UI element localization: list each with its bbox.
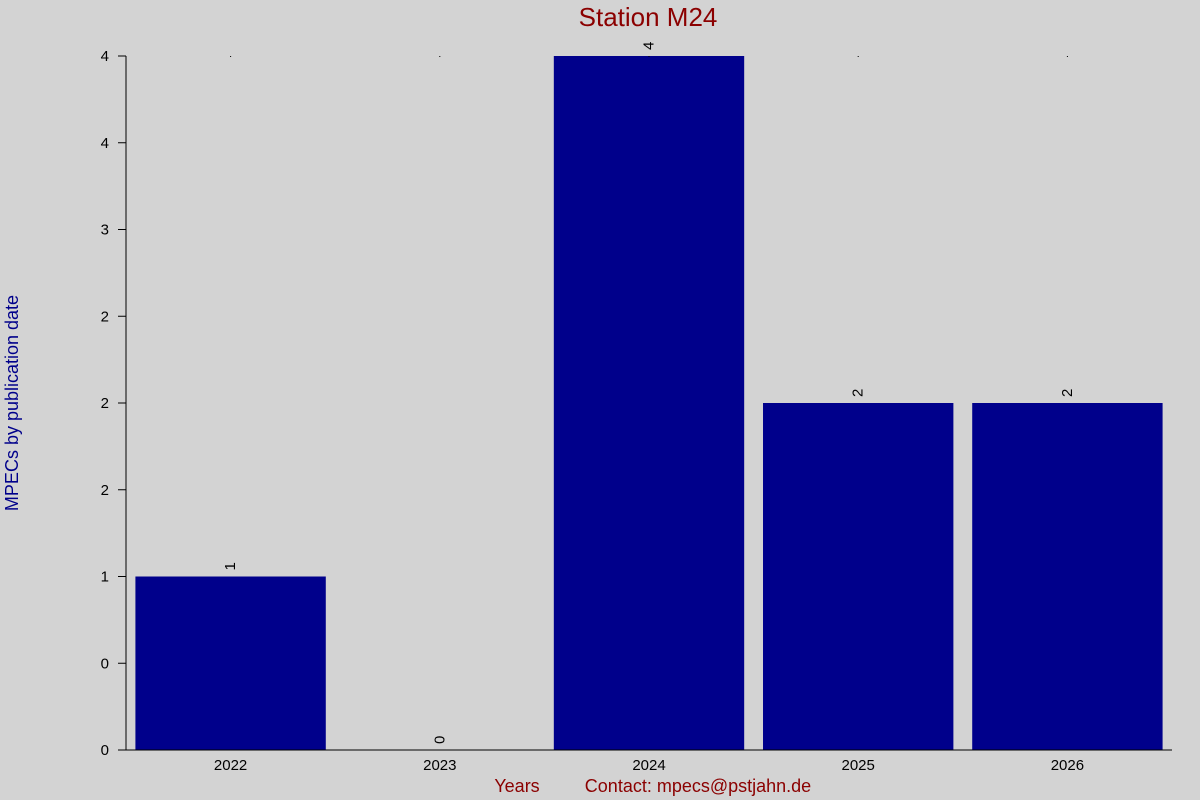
- data-label: 0: [431, 736, 448, 744]
- y-tick-label: 4: [101, 48, 109, 65]
- x-axis-ticks: 2022 2023 2024 2025 2026: [214, 56, 1084, 774]
- bar-2026: [972, 403, 1163, 750]
- bar-2024: [553, 56, 745, 750]
- x-tick-label: 2025: [842, 757, 875, 774]
- x-tick-label: 2022: [214, 757, 247, 774]
- bars-group: [135, 56, 1163, 750]
- data-labels-group: 1 0 4 2 2: [222, 42, 1076, 744]
- bar-2025: [763, 403, 954, 750]
- y-tick-label: 2: [101, 395, 109, 412]
- data-label: 1: [222, 562, 239, 570]
- data-label: 4: [641, 42, 658, 50]
- y-tick-label: 0: [101, 742, 109, 759]
- data-label: 2: [850, 389, 867, 397]
- x-axis-label: Years: [494, 776, 539, 796]
- y-tick-label: 1: [101, 569, 109, 586]
- top-tick-mark: [857, 56, 859, 57]
- data-label: 2: [1059, 389, 1076, 397]
- x-tick-label: 2023: [423, 757, 456, 774]
- bar-2022: [135, 576, 326, 750]
- top-tick-mark: [230, 56, 232, 57]
- y-tick-label: 2: [101, 482, 109, 499]
- y-tick-label: 3: [101, 222, 109, 239]
- top-tick-mark: [648, 56, 650, 57]
- contact-text: Contact: mpecs@pstjahn.de: [585, 776, 811, 796]
- x-tick-label: 2026: [1051, 757, 1084, 774]
- y-axis-ticks: 0 0 1 2 2 2 3 4 4: [101, 48, 126, 759]
- chart-title: Station M24: [579, 2, 718, 32]
- y-tick-label: 4: [101, 135, 109, 152]
- y-axis-label: MPECs by publication date: [2, 295, 22, 511]
- x-tick-label: 2024: [632, 757, 665, 774]
- y-tick-label: 0: [101, 655, 109, 672]
- top-tick-mark: [1066, 56, 1068, 57]
- top-tick-mark: [439, 56, 441, 57]
- y-tick-label: 2: [101, 308, 109, 325]
